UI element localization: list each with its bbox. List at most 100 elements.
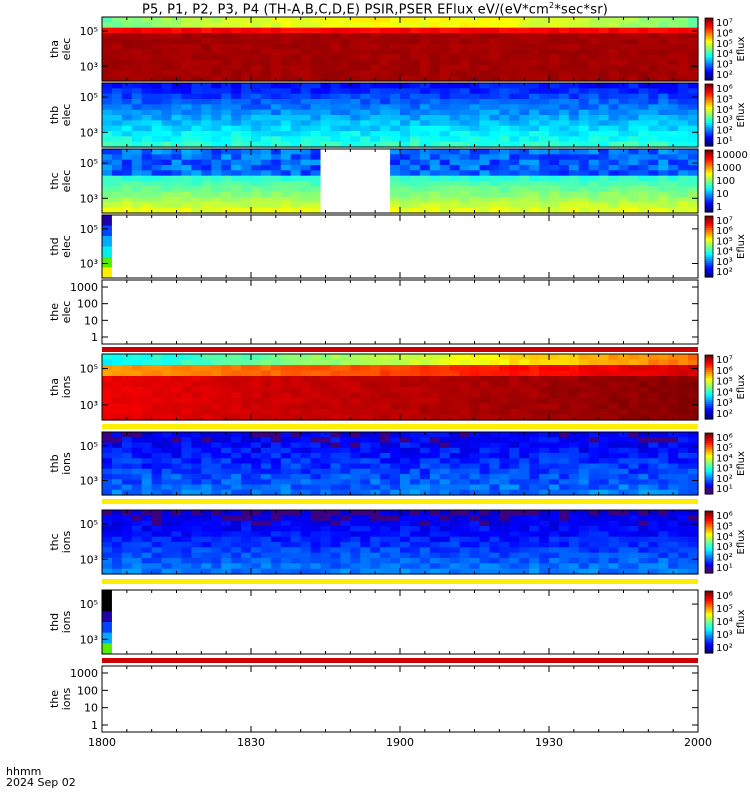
heatmap-cell	[499, 463, 510, 470]
heatmap-cell	[568, 453, 580, 459]
colorbar-cell	[705, 201, 713, 205]
heatmap-cell	[300, 154, 312, 161]
heatmap-cell	[509, 354, 520, 361]
heatmap-cell	[539, 104, 550, 111]
heatmap-cell	[608, 165, 620, 171]
heatmap-cell	[489, 468, 500, 475]
heatmap-cell	[489, 552, 500, 559]
heatmap-cell	[439, 568, 451, 575]
heatmap-cell	[290, 54, 302, 61]
heatmap-cell	[539, 568, 550, 575]
heatmap-cell	[221, 468, 232, 475]
heatmap-cell	[221, 181, 232, 187]
heatmap-cell	[270, 109, 282, 116]
heatmap-cell	[588, 33, 600, 39]
heatmap-cell	[539, 526, 550, 532]
heatmap-cell	[370, 536, 381, 543]
heatmap-cell	[479, 54, 490, 61]
heatmap-cell	[181, 484, 192, 491]
heatmap-cell	[449, 526, 461, 532]
heatmap-cell	[350, 70, 361, 77]
heatmap-cell	[648, 202, 659, 209]
heatmap-cell	[598, 365, 610, 372]
heatmap-cell	[340, 141, 351, 148]
heatmap-cell	[409, 27, 421, 34]
heatmap-cell	[241, 479, 252, 486]
heatmap-cell	[260, 558, 272, 564]
heatmap-cell	[489, 520, 500, 527]
heatmap-cell	[409, 88, 421, 95]
heatmap-cell	[539, 159, 550, 166]
heatmap-cell	[400, 547, 411, 554]
heatmap-cell	[380, 463, 391, 470]
heatmap-cell	[201, 474, 212, 480]
heatmap-cell	[539, 131, 550, 137]
heatmap-cell	[419, 563, 431, 570]
colorbar-cell	[705, 88, 713, 91]
heatmap-cell	[638, 387, 649, 394]
heatmap-cell	[241, 542, 252, 548]
heatmap-cell	[409, 414, 421, 421]
heatmap-cell	[111, 120, 123, 127]
heatmap-cell	[449, 547, 461, 554]
heatmap-cell	[102, 115, 113, 121]
heatmap-cell	[151, 65, 163, 71]
heatmap-cell	[111, 398, 123, 405]
heatmap-cell	[330, 531, 341, 538]
heatmap-cell	[241, 447, 252, 454]
heatmap-cell	[231, 381, 242, 388]
heatmap-cell	[171, 365, 183, 372]
heatmap-cell	[280, 381, 292, 388]
heatmap-cell	[181, 536, 192, 543]
colorbar-cell	[705, 439, 713, 442]
heatmap-cell	[330, 392, 341, 399]
heatmap-cell	[618, 398, 630, 405]
heatmap-cell	[201, 568, 212, 575]
heatmap-cell	[539, 154, 550, 161]
heatmap-cell	[231, 17, 242, 23]
heatmap-cell	[529, 568, 540, 575]
heatmap-cell	[449, 376, 461, 383]
heatmap-cell	[330, 83, 341, 89]
heatmap-cell	[549, 392, 560, 399]
heatmap-cell	[568, 463, 580, 470]
heatmap-cell	[678, 474, 689, 480]
heatmap-cell	[320, 131, 332, 137]
heatmap-cell	[409, 181, 421, 187]
heatmap-cell	[549, 115, 560, 121]
heatmap-cell	[549, 131, 560, 137]
heatmap-cell	[558, 136, 570, 143]
heatmap-cell	[270, 370, 282, 377]
heatmap-cell	[479, 70, 490, 77]
heatmap-cell	[549, 479, 560, 486]
heatmap-cell	[211, 520, 222, 527]
heatmap-cell	[111, 432, 123, 438]
heatmap-cell	[241, 59, 252, 66]
heatmap-cell	[380, 392, 391, 399]
heatmap-cell	[300, 474, 312, 480]
heatmap-cell	[151, 120, 163, 127]
heatmap-cell	[191, 59, 202, 66]
heatmap-cell	[310, 365, 322, 372]
heatmap-cell	[588, 531, 600, 538]
heatmap-cell	[449, 359, 461, 366]
heatmap-cell	[201, 354, 212, 361]
heatmap-cell	[310, 159, 322, 166]
heatmap-cell	[151, 381, 163, 388]
heatmap-cell	[658, 359, 669, 366]
heatmap-cell	[102, 65, 113, 71]
heatmap-cell	[658, 479, 669, 486]
heatmap-cell	[539, 125, 550, 132]
heatmap-cell	[578, 27, 590, 34]
heatmap-cell	[280, 88, 292, 95]
heatmap-cell	[102, 70, 113, 77]
heatmap-cell	[270, 536, 282, 543]
heatmap-cell	[658, 547, 669, 554]
heatmap-cell	[121, 43, 133, 50]
heatmap-cell	[578, 159, 590, 166]
heatmap-cell	[340, 398, 351, 405]
heatmap-cell	[340, 49, 351, 55]
heatmap-cell	[141, 447, 153, 454]
heatmap-cell	[608, 131, 620, 137]
heatmap-cell	[260, 115, 272, 121]
